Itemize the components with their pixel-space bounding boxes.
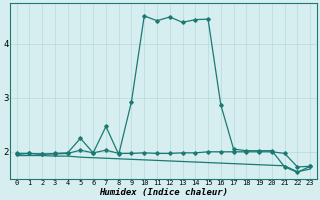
X-axis label: Humidex (Indice chaleur): Humidex (Indice chaleur) [99, 188, 228, 197]
